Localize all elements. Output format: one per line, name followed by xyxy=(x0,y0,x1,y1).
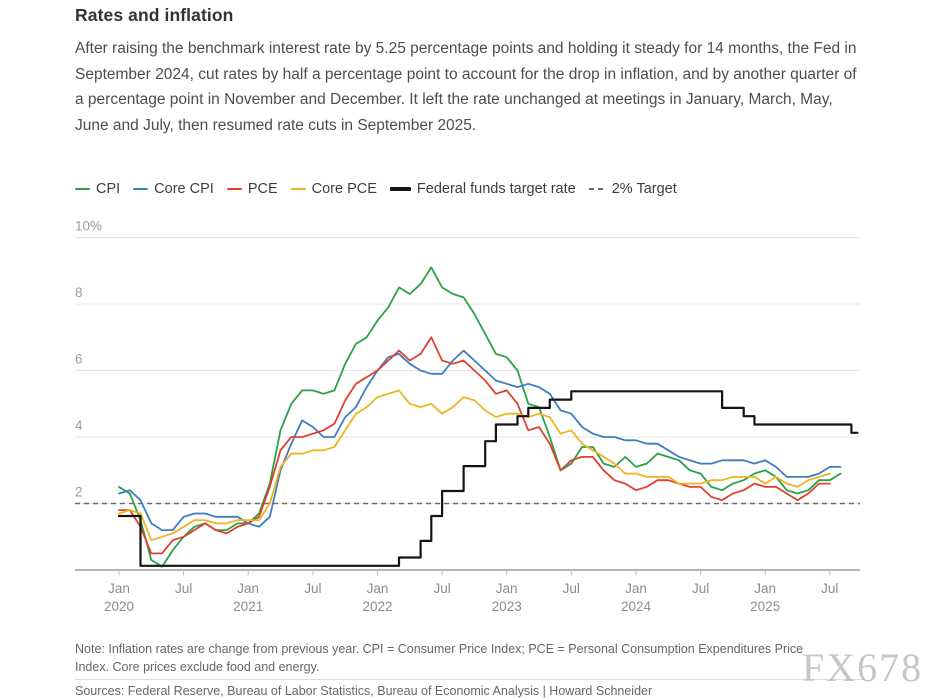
watermark: FX678 xyxy=(802,645,924,690)
legend-item-core-pce: Core PCE xyxy=(290,181,377,197)
legend-item-cpi: CPI xyxy=(75,181,120,197)
x-axis-month-label: Jul xyxy=(692,581,709,596)
legend-label: Core CPI xyxy=(154,181,214,197)
chart-legend: CPI Core CPI PCE Core PCE Federal funds targ… xyxy=(75,181,677,197)
legend-label: Federal funds target rate xyxy=(416,181,576,197)
x-axis-month-label: Jan xyxy=(625,581,647,596)
x-axis-month-label: Jan xyxy=(754,581,776,596)
sources-line: Sources: Federal Reserve, Bureau of Labo… xyxy=(75,684,653,698)
pce-line-swatch-icon xyxy=(226,187,242,191)
series-line-core-cpi xyxy=(118,349,842,531)
cpi-line-swatch-icon xyxy=(75,187,90,191)
x-axis-year-label: 2021 xyxy=(233,599,263,614)
x-axis-month-label: Jan xyxy=(108,581,130,596)
series-line-cpi xyxy=(118,266,842,568)
y-axis-label: 10% xyxy=(75,219,102,234)
legend-item-2-target: 2% Target xyxy=(588,181,677,197)
2-target-line-swatch-icon xyxy=(588,187,606,191)
y-axis-label: 8 xyxy=(75,285,83,300)
x-axis-month-label: Jan xyxy=(237,581,259,596)
x-axis-month-label: Jul xyxy=(563,581,580,596)
x-axis-year-label: 2022 xyxy=(362,599,392,614)
x-axis-month-label: Jul xyxy=(175,581,192,596)
y-axis-label: 6 xyxy=(75,352,83,367)
x-axis-year-label: 2024 xyxy=(621,599,652,614)
x-axis-month-label: Jan xyxy=(367,581,389,596)
series-line-core-pce xyxy=(118,389,831,541)
x-axis-month-label: Jul xyxy=(433,581,450,596)
legend-item-federal-funds-target-rate: Federal funds target rate xyxy=(389,181,576,197)
rates-inflation-chart: 2 4 6 8 10% Jan 2020 Jul Jan 2021 Jul Jan 2022 Jul Jan… xyxy=(75,219,860,614)
x-axis-year-label: 2023 xyxy=(492,599,522,614)
legend-label: Core PCE xyxy=(311,181,377,197)
series-line-pce xyxy=(118,336,831,555)
core-cpi-line-swatch-icon xyxy=(133,187,149,191)
x-axis-month-label: Jan xyxy=(496,581,518,596)
y-axis-label: 2 xyxy=(75,485,83,500)
legend-label: PCE xyxy=(247,181,278,197)
core-pce-line-swatch-icon xyxy=(290,187,306,191)
legend-item-core-cpi: Core CPI xyxy=(133,181,214,197)
chart-description: After raising the benchmark interest rat… xyxy=(75,40,857,135)
legend-label: 2% Target xyxy=(611,181,677,197)
x-axis-year-label: 2025 xyxy=(750,599,780,614)
footnote: Note: Inflation rates are change from pr… xyxy=(75,642,804,674)
footer-divider xyxy=(75,679,863,680)
y-axis-label: 4 xyxy=(75,418,83,433)
legend-item-pce: PCE xyxy=(226,181,278,197)
page-title: Rates and inflation xyxy=(75,5,234,25)
federal-funds-target-rate-line-swatch-icon xyxy=(389,187,411,191)
legend-label: CPI xyxy=(96,181,121,197)
series-line-federal-funds-target-rate xyxy=(117,390,859,567)
x-axis-month-label: Jul xyxy=(821,581,838,596)
x-axis-year-label: 2020 xyxy=(104,599,134,614)
x-axis-month-label: Jul xyxy=(304,581,321,596)
